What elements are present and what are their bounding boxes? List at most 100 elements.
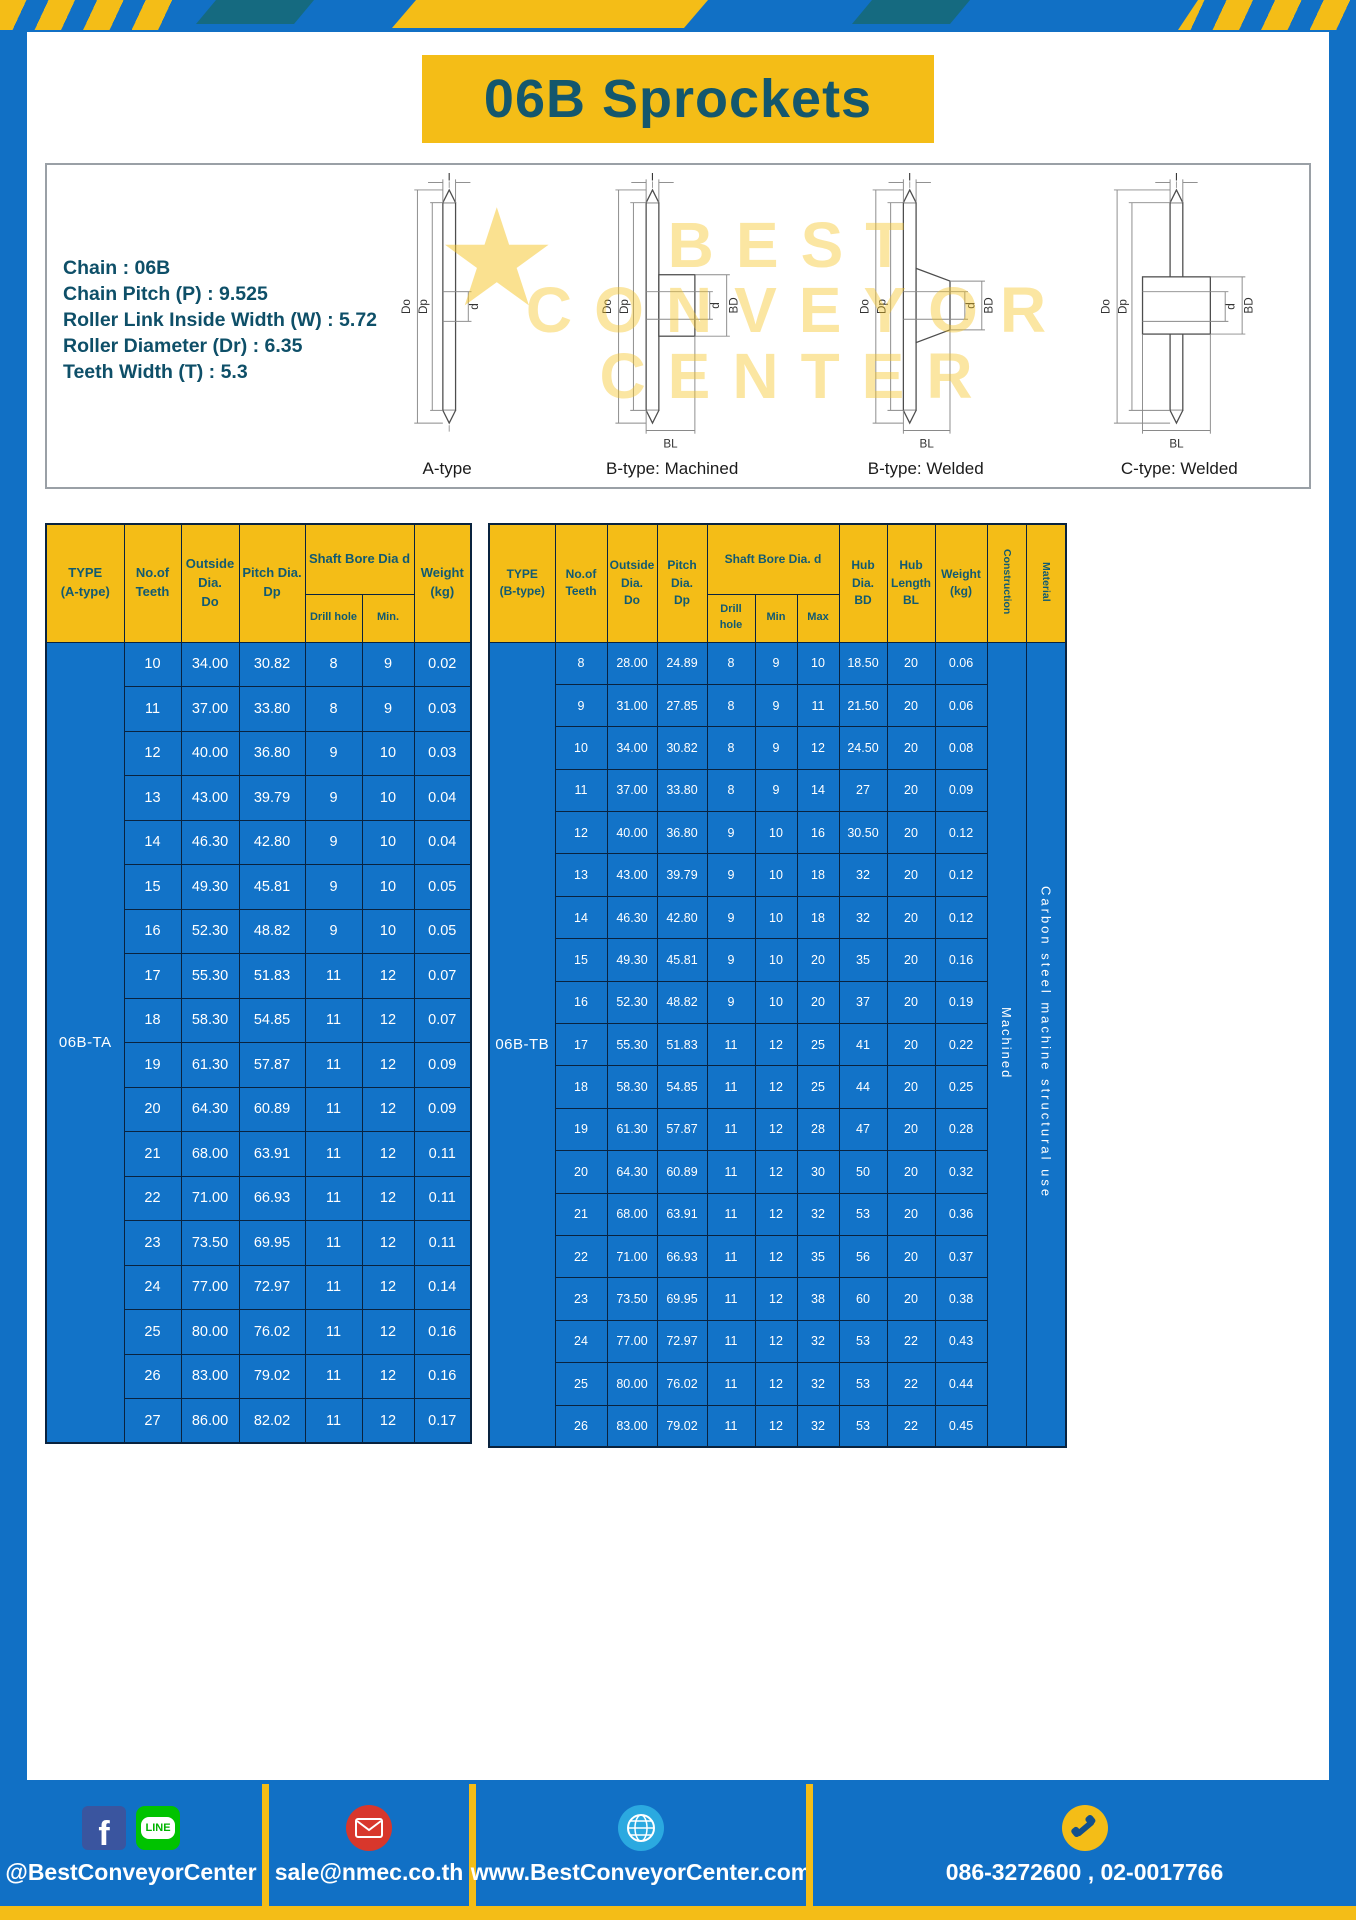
table-cell: 9 (304, 730, 363, 776)
header-material: Material (1025, 523, 1067, 643)
spec-line: Teeth Width (T) : 5.3 (63, 361, 248, 383)
table-cell: 0.17 (413, 1398, 472, 1444)
svg-text:BL: BL (663, 437, 678, 450)
table-cell: 10 (754, 811, 798, 855)
table-cell: 0.16 (413, 1309, 472, 1355)
table-cell: 76.02 (238, 1309, 306, 1355)
table-cell: 9 (304, 775, 363, 821)
table-cell: 25 (123, 1309, 182, 1355)
table-cell: 11 (706, 1277, 756, 1321)
table-cell: 0.12 (934, 895, 988, 940)
table-cell: 0.16 (934, 938, 988, 982)
table-cell: 0.25 (934, 1065, 988, 1109)
svg-text:BD: BD (983, 297, 996, 313)
footer-website-section: www.BestConveyorCenter.com (471, 1784, 811, 1906)
table-cell: 80.00 (180, 1309, 240, 1355)
header-drill-hole: Drill hole (304, 593, 363, 643)
table-cell: 0.02 (413, 641, 472, 687)
table-cell: 32 (838, 853, 888, 897)
table-cell: 30.82 (238, 641, 306, 687)
table-cell: 20 (886, 1150, 936, 1194)
table-cell: 12 (361, 1042, 415, 1088)
table-cell: 9 (754, 641, 798, 685)
table-cell: 11 (304, 997, 363, 1043)
table-cell: 0.04 (413, 775, 472, 821)
table-cell: 0.16 (413, 1353, 472, 1399)
table-cell: 12 (123, 730, 182, 776)
table-cell: 27.85 (656, 683, 708, 728)
table-cell: 76.02 (656, 1362, 708, 1406)
table-cell: 11 (304, 1220, 363, 1266)
website-text: www.BestConveyorCenter.com (470, 1859, 812, 1885)
table-cell: 53 (838, 1319, 888, 1364)
table-cell: 9 (304, 819, 363, 865)
svg-text:d: d (709, 302, 722, 308)
table-cell: 50 (838, 1150, 888, 1194)
table-row: 9 31.00 27.85 8 9 11 21.50 20 0.06 (489, 683, 1066, 728)
table-cell: 63.91 (656, 1192, 708, 1236)
table-row: 17 55.30 51.83 11 12 25 41 20 0.22 (489, 1023, 1066, 1067)
table-cell: 12 (754, 1023, 798, 1067)
table-cell: 22 (123, 1175, 182, 1221)
table-cell: 21.50 (838, 683, 888, 728)
footer-social-section: f LINE @BestConveyorCenter (0, 1784, 262, 1906)
table-cell: 48.82 (656, 980, 708, 1025)
table-cell: 12 (754, 1277, 798, 1321)
table-cell: 0.09 (413, 1042, 472, 1088)
table-cell: 49.30 (606, 938, 658, 982)
header-construction: Construction (986, 523, 1027, 643)
table-cell: 30.50 (838, 811, 888, 855)
table-cell: 26 (554, 1404, 608, 1448)
svg-text:Dp: Dp (875, 299, 888, 314)
table-cell: 0.32 (934, 1150, 988, 1194)
table-cell: 35 (796, 1234, 840, 1279)
table-cell: 34.00 (606, 726, 658, 770)
table-cell: 58.30 (606, 1065, 658, 1109)
table-cell: 32 (796, 1319, 840, 1364)
table-cell: 13 (554, 853, 608, 897)
table-cell: 0.28 (934, 1107, 988, 1152)
svg-text:BL: BL (1169, 437, 1184, 450)
spec-line: Chain : 06B (63, 257, 171, 279)
email-icon (346, 1805, 392, 1851)
table-cell: 36.80 (656, 811, 708, 855)
table-row: 26 83.00 79.02 11 12 0.16 (46, 1353, 472, 1399)
table-cell: 12 (361, 997, 415, 1043)
table-row: 12 40.00 36.80 9 10 0.03 (46, 730, 472, 776)
table-cell: 20 (796, 980, 840, 1025)
table-cell: 0.05 (413, 864, 472, 910)
table-cell: 0.07 (413, 997, 472, 1043)
table-cell: 0.06 (934, 641, 988, 685)
table-cell: 12 (754, 1362, 798, 1406)
header-min: Min. (361, 593, 415, 643)
facebook-handle: @BestConveyorCenter (5, 1859, 257, 1885)
table-cell: 0.04 (413, 819, 472, 865)
table-cell: 28.00 (606, 641, 658, 685)
table-cell: 11 (304, 1086, 363, 1132)
table-cell: 0.38 (934, 1277, 988, 1321)
table-cell: 0.09 (413, 1086, 472, 1132)
footer-divider (806, 1784, 813, 1906)
table-cell: 46.30 (180, 819, 240, 865)
table-cell: 12 (361, 1220, 415, 1266)
table-row: 12 40.00 36.80 9 10 16 30.50 20 0.12 (489, 811, 1066, 855)
table-cell: 68.00 (180, 1131, 240, 1177)
table-cell: 0.06 (934, 683, 988, 728)
table-cell: 21 (554, 1192, 608, 1236)
table-cell: 71.00 (606, 1234, 658, 1279)
table-cell: 31.00 (606, 683, 658, 728)
material-value-cell: Carbon steel machine structural use (1025, 641, 1067, 1448)
table-cell: 32 (838, 895, 888, 940)
table-cell: 25 (554, 1362, 608, 1406)
table-cell: 18 (123, 997, 182, 1043)
table-cell: 68.00 (606, 1192, 658, 1236)
diagram-b-machined: T Do Dp d BD BL B-type: Machined (549, 173, 796, 485)
table-cell: 10 (361, 730, 415, 776)
table-cell: 33.80 (238, 686, 306, 732)
table-cell: 10 (361, 775, 415, 821)
top-decoration (0, 0, 1356, 32)
table-row: 14 46.30 42.80 9 10 18 32 20 0.12 (489, 895, 1066, 940)
table-row: 06B-TA 10 34.00 30.82 8 9 0.02 (45, 641, 472, 1444)
table-cell: 12 (754, 1107, 798, 1152)
table-cell: 69.95 (656, 1277, 708, 1321)
